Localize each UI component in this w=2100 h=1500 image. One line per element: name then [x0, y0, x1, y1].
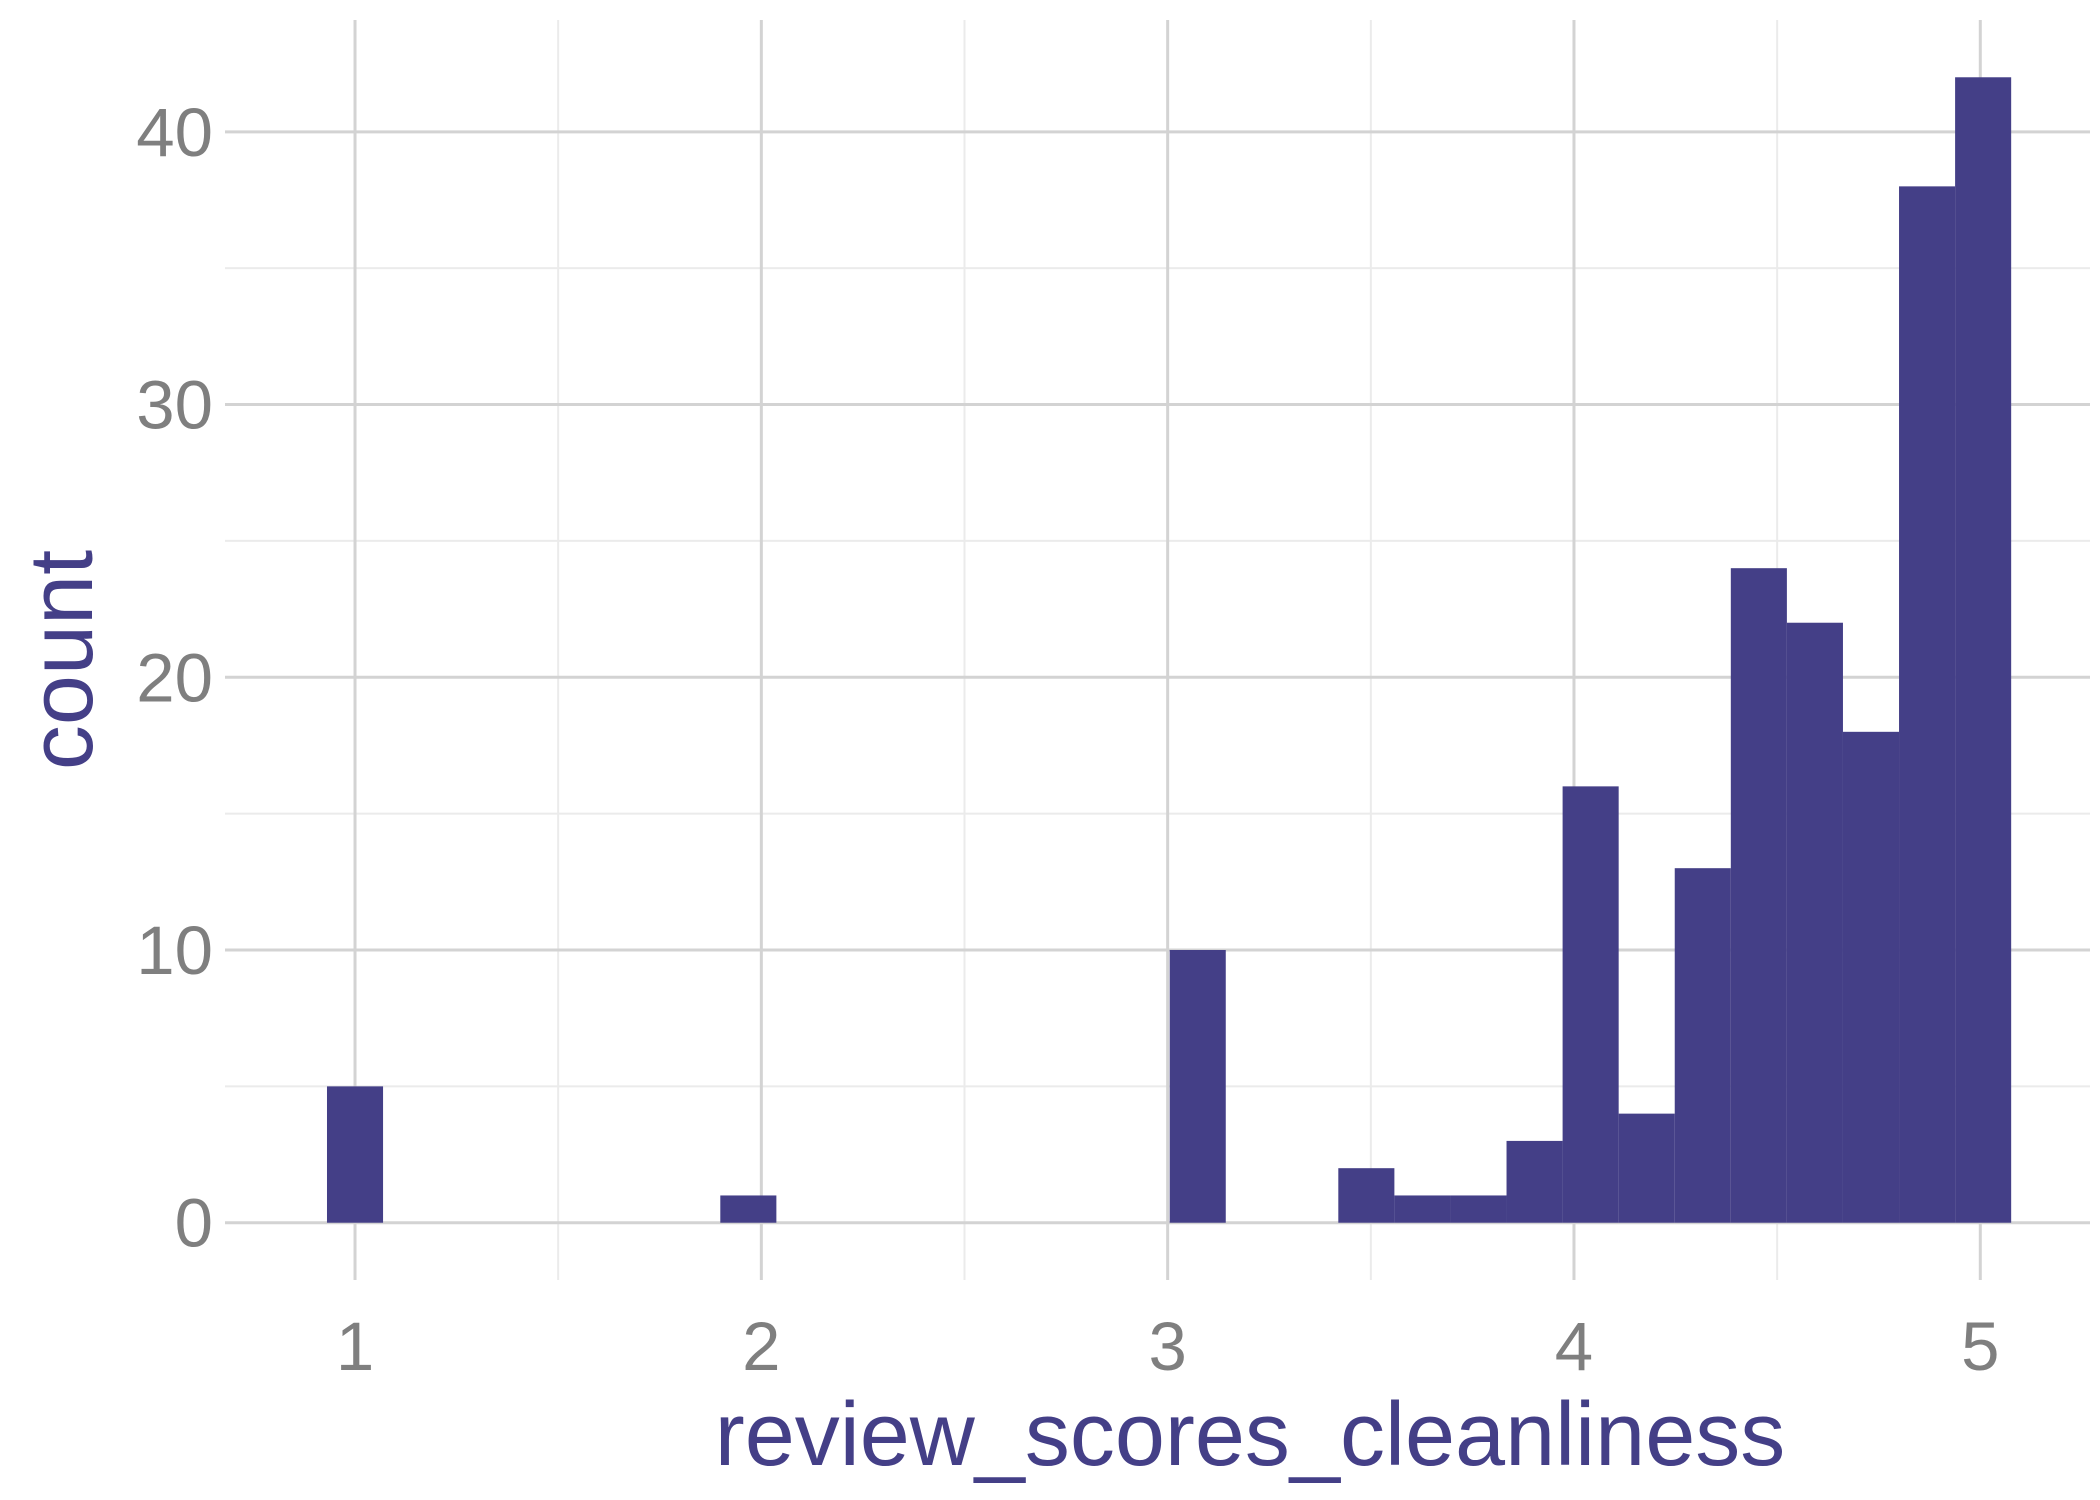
y-tick-label: 30: [136, 367, 213, 444]
y-tick-label: 40: [136, 94, 213, 171]
histogram-bar: [1338, 1168, 1395, 1223]
histogram-bars: [326, 77, 2012, 1223]
x-tick-label: 4: [1555, 1308, 1593, 1385]
x-tick-label: 5: [1961, 1308, 1999, 1385]
histogram-bar: [1842, 731, 1900, 1223]
histogram-bar: [1618, 1113, 1675, 1223]
x-tick-label: 2: [742, 1308, 780, 1385]
histogram-bar: [1562, 786, 1619, 1223]
histogram-bar: [326, 1086, 384, 1223]
histogram-bar: [720, 1195, 777, 1223]
histogram-bar: [1450, 1195, 1507, 1223]
histogram-bar: [1730, 568, 1787, 1223]
minor-grid: [225, 20, 2090, 1280]
histogram-bar: [1169, 950, 1226, 1223]
x-tick-label: 1: [336, 1308, 374, 1385]
y-axis-title: count: [12, 550, 112, 770]
y-tick-label: 20: [136, 639, 213, 716]
y-axis-tick-labels: 0 10 20 30 40: [136, 94, 213, 1262]
histogram-bar: [1394, 1195, 1451, 1223]
y-tick-label: 0: [175, 1185, 213, 1262]
histogram-bar: [1786, 622, 1843, 1223]
histogram-bar: [1899, 186, 1956, 1223]
histogram-bar: [1674, 868, 1731, 1223]
y-tick-label: 10: [136, 912, 213, 989]
x-axis-title: review_scores_cleanliness: [715, 1385, 1786, 1485]
histogram-bar: [1506, 1140, 1563, 1223]
x-axis-tick-labels: 1 2 3 4 5: [336, 1308, 2000, 1385]
x-tick-label: 3: [1148, 1308, 1186, 1385]
histogram-bar: [1955, 77, 2012, 1223]
